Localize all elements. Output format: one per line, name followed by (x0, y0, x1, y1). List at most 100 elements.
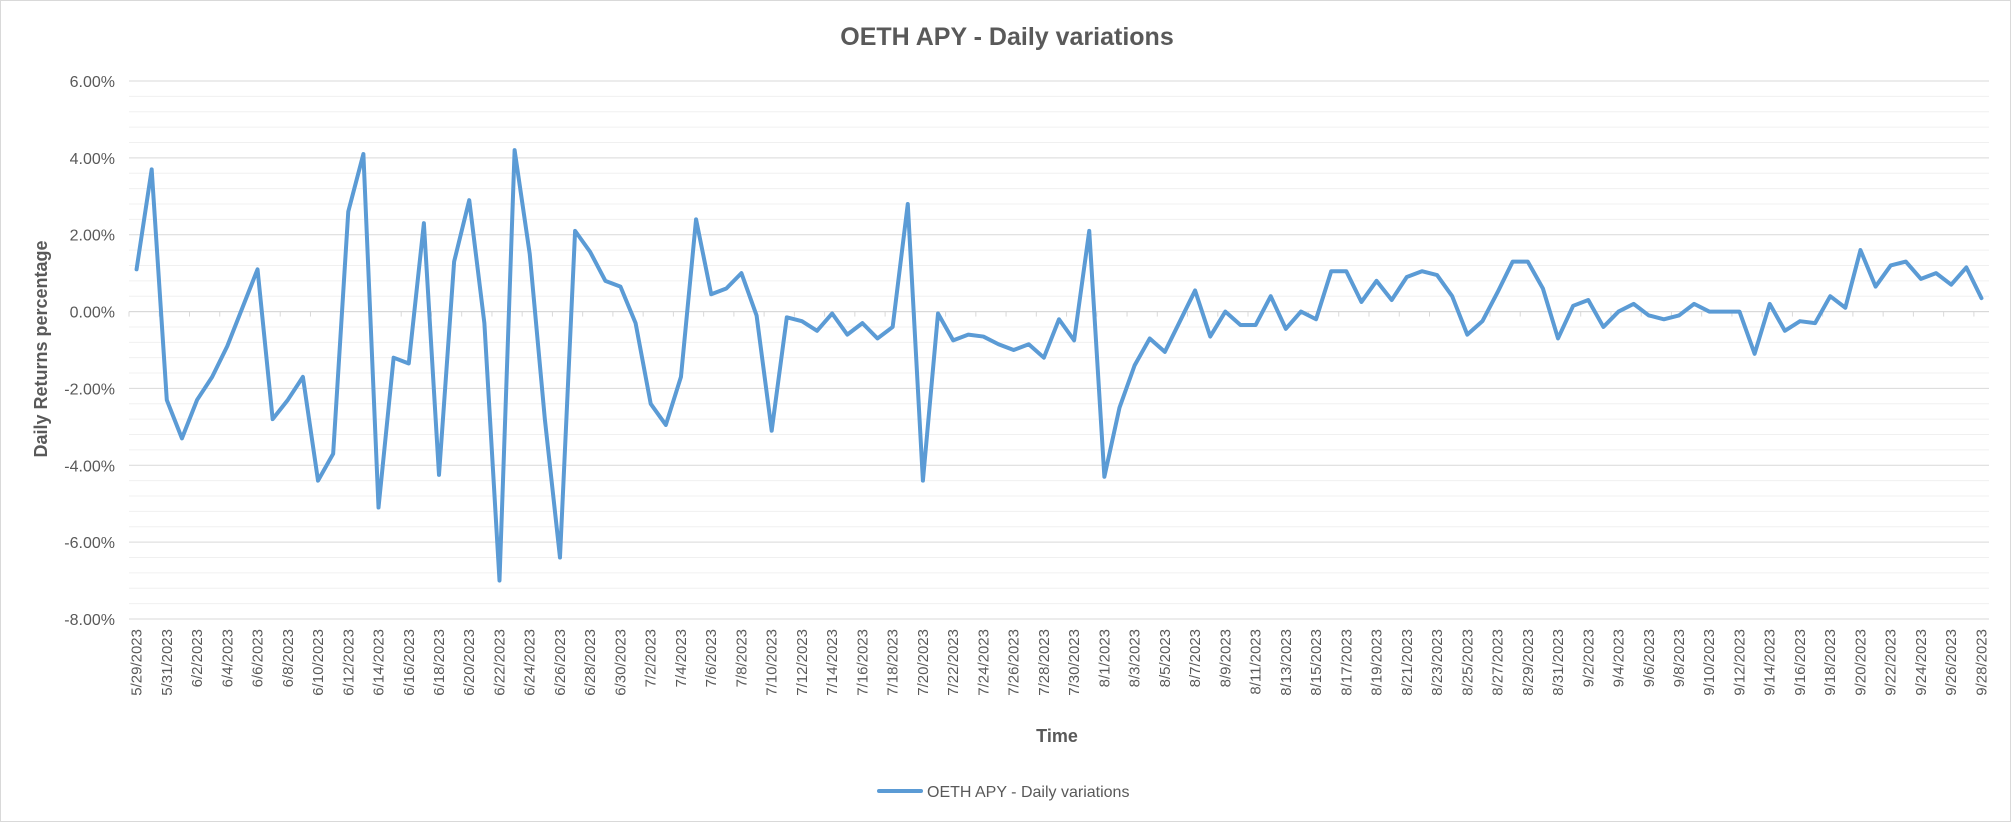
data-point (452, 260, 456, 264)
data-point (1299, 310, 1303, 314)
x-tick-label: 6/4/2023 (219, 629, 236, 687)
x-tick-label: 7/12/2023 (794, 629, 811, 696)
data-point (830, 311, 834, 315)
data-point (1269, 294, 1273, 298)
data-point (770, 429, 774, 433)
x-tick-label: 9/8/2023 (1671, 629, 1688, 687)
data-point (497, 579, 501, 583)
data-point (1843, 306, 1847, 310)
x-tick-label: 8/29/2023 (1520, 629, 1537, 696)
data-point (1193, 288, 1197, 292)
data-point (1919, 277, 1923, 281)
y-axis-ticks: 6.00% 4.00% 2.00% 0.00% -2.00% -4.00% -6.00% -8… (64, 74, 115, 629)
x-tick-label: 8/9/2023 (1217, 629, 1234, 687)
data-point (1889, 263, 1893, 267)
data-point (346, 210, 350, 214)
x-tick-label: 6/24/2023 (522, 629, 539, 696)
data-point (1828, 294, 1832, 298)
x-tick-label: 7/14/2023 (824, 629, 841, 696)
x-tick-label: 5/29/2023 (129, 629, 146, 696)
data-point (1102, 475, 1106, 479)
x-tick-label: 8/27/2023 (1490, 629, 1507, 696)
x-tick-label: 9/28/2023 (1973, 629, 1990, 696)
data-point (694, 217, 698, 221)
data-point (1072, 338, 1076, 342)
data-point (1979, 296, 1983, 300)
data-point (1012, 348, 1016, 352)
data-point (815, 329, 819, 333)
x-tick-label: 6/22/2023 (491, 629, 508, 696)
data-point (1450, 294, 1454, 298)
data-point (1662, 317, 1666, 321)
data-point (195, 398, 199, 402)
data-point (377, 506, 381, 510)
data-point (1359, 300, 1363, 304)
data-point (180, 436, 184, 440)
data-point (1133, 363, 1137, 367)
data-point (588, 250, 592, 254)
x-tick-label: 6/14/2023 (371, 629, 388, 696)
data-point (316, 479, 320, 483)
x-tick-label: 9/10/2023 (1701, 629, 1718, 696)
data-point (1632, 302, 1636, 306)
data-point (966, 333, 970, 337)
data-point (634, 321, 638, 325)
y-tick-label: -8.00% (64, 612, 115, 629)
x-tick-label: 9/22/2023 (1883, 629, 1900, 696)
data-point (240, 306, 244, 310)
data-point (1375, 279, 1379, 283)
series-line-oeth-apy (134, 148, 1984, 583)
x-tick-label: 7/26/2023 (1006, 629, 1023, 696)
data-point (1057, 317, 1061, 321)
data-point (1314, 317, 1318, 321)
data-point (1617, 310, 1621, 314)
x-tick-label: 6/28/2023 (582, 629, 599, 696)
y-tick-label: 6.00% (70, 74, 115, 91)
x-tick-label: 9/24/2023 (1913, 629, 1930, 696)
data-point (664, 423, 668, 427)
x-tick-label: 9/2/2023 (1580, 629, 1597, 687)
data-point (1934, 271, 1938, 275)
data-point (603, 279, 607, 283)
data-point (1087, 229, 1091, 233)
data-point (1526, 260, 1530, 264)
data-point (618, 285, 622, 289)
data-point (1692, 302, 1696, 306)
y-axis-title: Daily Returns percentage (31, 240, 51, 457)
x-tick-label: 8/15/2023 (1308, 629, 1325, 696)
data-point (513, 148, 517, 152)
x-tick-label: 9/16/2023 (1792, 629, 1809, 696)
data-point (1223, 310, 1227, 314)
data-point (286, 398, 290, 402)
gridlines (128, 80, 1989, 620)
x-tick-label: 8/23/2023 (1429, 629, 1446, 696)
data-point (225, 344, 229, 348)
x-tick-label: 8/21/2023 (1399, 629, 1416, 696)
data-point (1042, 356, 1046, 360)
data-point (1496, 290, 1500, 294)
x-tick-label: 7/8/2023 (733, 629, 750, 687)
chart-title: OETH APY - Daily variations (840, 23, 1173, 51)
data-point (1874, 285, 1878, 289)
data-point (724, 287, 728, 291)
data-point (1737, 310, 1741, 314)
x-tick-label: 6/6/2023 (250, 629, 267, 687)
data-point (1813, 321, 1817, 325)
x-tick-label: 7/24/2023 (975, 629, 992, 696)
data-point (906, 202, 910, 206)
data-point (135, 267, 139, 271)
data-point (1405, 275, 1409, 279)
data-point (543, 417, 547, 421)
x-tick-label: 6/20/2023 (461, 629, 478, 696)
data-point (981, 335, 985, 339)
x-tick-label: 8/13/2023 (1278, 629, 1295, 696)
x-tick-label: 7/4/2023 (673, 629, 690, 687)
x-tick-label: 8/7/2023 (1187, 629, 1204, 687)
data-point (739, 271, 743, 275)
data-point (165, 398, 169, 402)
x-tick-label: 9/14/2023 (1762, 629, 1779, 696)
data-point (1480, 319, 1484, 323)
y-tick-label: -2.00% (64, 381, 115, 398)
data-point (150, 167, 154, 171)
